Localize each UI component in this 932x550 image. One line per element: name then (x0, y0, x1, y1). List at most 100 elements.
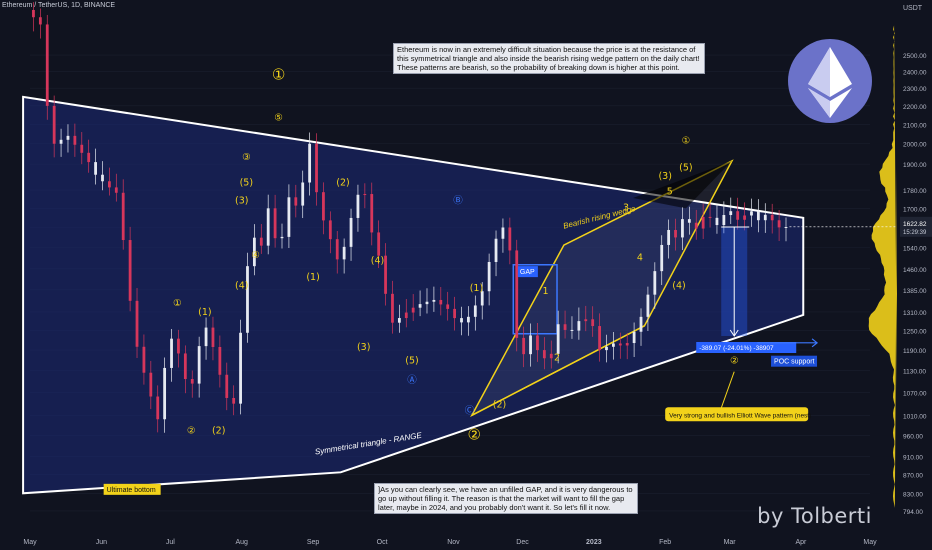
candle-body (52, 105, 56, 144)
candle-body (246, 266, 249, 333)
candle-body (598, 326, 601, 351)
candle-body (107, 181, 111, 188)
y-tick-label: 2400.00 (903, 69, 927, 76)
y-tick-label: 2200.00 (903, 104, 927, 111)
wave-label: ① (272, 66, 285, 84)
candle-body (425, 301, 429, 305)
candle-body (170, 338, 173, 368)
candle-body (308, 143, 312, 183)
candle-body (204, 327, 208, 347)
y-tick-label: 1900.00 (903, 162, 927, 169)
candle-body (197, 346, 201, 384)
measure-label: -389.07 (-24.01%) -38907 (699, 345, 774, 352)
candle-body (750, 211, 753, 216)
candle-body (287, 197, 291, 237)
candle-body (252, 237, 256, 267)
bottom-label-box (103, 483, 161, 495)
candle-body (239, 332, 242, 404)
candle-body (618, 343, 622, 346)
candle-body (183, 353, 187, 380)
wave-label: (3) (357, 342, 370, 353)
candle-body (708, 216, 712, 218)
wave-label: ③ (242, 152, 251, 163)
candle-body (404, 312, 408, 319)
wave-label: (4) (672, 280, 685, 291)
wave-labels: ① ⑤ ③ (3) (5) ④ (4) ① (1) ② (2) (2) (1) (4) (3) (5) Ⓑ Ⓐ Ⓒ (… (173, 66, 738, 444)
x-tick-label: Jun (96, 539, 107, 546)
wedge-support-line (471, 325, 645, 416)
candle-body (529, 335, 532, 355)
candle-body (522, 337, 526, 355)
candle-body (218, 346, 222, 375)
candle-body (729, 211, 733, 216)
candle-body (480, 291, 484, 306)
analysis-note-bottom: ]As you can clearly see, we have an unfi… (374, 483, 638, 514)
candle-body (322, 192, 325, 221)
candle-body (142, 346, 146, 373)
candle-body (370, 194, 374, 233)
y-tick-label: 1540.00 (903, 246, 927, 253)
candle-body (397, 318, 401, 323)
candle-body (722, 215, 726, 226)
x-axis-band (0, 532, 932, 550)
candle-body (294, 197, 298, 206)
candle-body (687, 219, 691, 223)
candle-body (639, 316, 643, 332)
candle-body (508, 227, 512, 251)
wave-label: ① (682, 136, 691, 147)
x-tick-label: Apr (796, 539, 808, 546)
candle-body (563, 324, 567, 330)
candle-body (756, 211, 760, 221)
y-tick-label: 1700.00 (903, 206, 927, 213)
candle-body (549, 353, 553, 359)
candle-body (473, 305, 477, 317)
y-tick-label: 1460.00 (903, 267, 927, 274)
analysis-note-top: Ethereum is now in an extremely difficul… (393, 43, 705, 74)
candle-body (301, 182, 305, 206)
wave-label: Ⓑ (453, 196, 463, 207)
candle-body (674, 229, 677, 238)
wave-label: (2) (493, 399, 506, 410)
candle-body (460, 318, 463, 323)
wave-label: ② (187, 425, 196, 436)
candle-body (501, 227, 505, 239)
candle-body (570, 329, 574, 331)
candle-body (232, 397, 236, 404)
wave-label: Ⓐ (407, 375, 417, 386)
candle-body (121, 192, 125, 241)
candle-body (536, 335, 539, 351)
y-axis: USDT 794.00 830.00 870.00 910.00 960.00 1010.0… (897, 0, 932, 550)
candle-body (328, 220, 332, 240)
candle-body (432, 299, 436, 302)
candle-body (66, 135, 70, 140)
candle-body (446, 304, 450, 309)
candle-body (625, 343, 629, 346)
gap-box (512, 264, 558, 335)
candle-body (660, 244, 664, 272)
y-tick-label: 1010.00 (903, 413, 927, 420)
candle-body (584, 319, 588, 322)
candle-body (611, 343, 615, 347)
x-tick-label: Aug (235, 539, 248, 546)
wave-label: (3) (658, 171, 671, 182)
y-tick-label: 2100.00 (903, 122, 927, 129)
candle-body (211, 327, 215, 347)
x-tick-label: Oct (377, 539, 388, 546)
measure-label-box (696, 341, 797, 353)
candle-body (80, 144, 84, 153)
x-tick-label: May (863, 539, 877, 546)
candle-body (467, 316, 470, 323)
candle-body (59, 139, 63, 144)
elliott-label: Very strong and bullish Elliott Wave pat… (669, 412, 811, 419)
wave-label: 2 (554, 352, 560, 363)
y-tick-label: 1250.00 (903, 329, 927, 336)
candle-body (101, 174, 104, 182)
wave-label: (1) (470, 283, 483, 294)
wave-label: (1) (198, 307, 211, 318)
candle-body (315, 143, 318, 193)
elliott-label-box (665, 407, 809, 422)
x-tick-label: 2023 (586, 539, 602, 546)
candle-body (114, 187, 118, 193)
wave-label: 5 (667, 187, 673, 198)
